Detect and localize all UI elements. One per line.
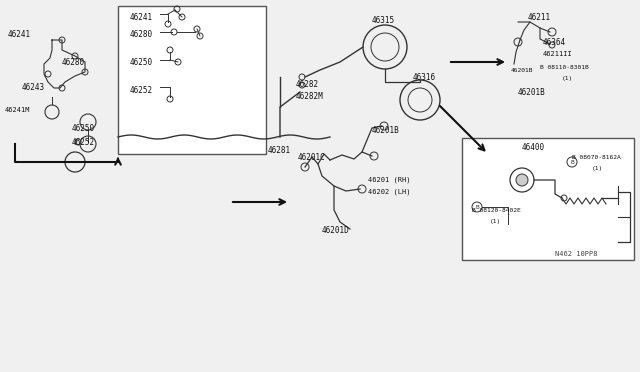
Text: 46282M: 46282M [296,92,324,100]
Text: 46202 (LH): 46202 (LH) [368,189,410,195]
Text: 46201B: 46201B [518,87,546,96]
Text: (1): (1) [592,166,604,170]
Circle shape [516,174,528,186]
Text: 46282: 46282 [296,80,319,89]
Text: B 08110-8301B: B 08110-8301B [540,64,589,70]
Text: B: B [475,205,479,209]
Text: 46400: 46400 [522,142,545,151]
Text: 46364: 46364 [543,38,566,46]
Bar [462,138,634,260]
Text: 46243: 46243 [22,83,45,92]
Text: 46280: 46280 [130,29,153,38]
Text: 46201B: 46201B [372,125,400,135]
Bar [118,6,266,154]
Text: 46211II: 46211II [543,51,573,57]
Text: B: B [570,160,574,164]
Text: 46241M: 46241M [5,107,31,113]
Text: 46252: 46252 [72,138,95,147]
Text: 46250: 46250 [72,124,95,132]
Text: 46201C: 46201C [298,153,326,161]
Text: (1): (1) [490,218,501,224]
Text: 46281: 46281 [268,145,291,154]
Text: 46201B: 46201B [511,67,534,73]
Text: (1): (1) [562,76,573,80]
Text: B 08120-8402E: B 08120-8402E [472,208,521,212]
Text: 46316: 46316 [413,73,436,81]
Text: B 08070-8162A: B 08070-8162A [572,154,621,160]
Text: 46252: 46252 [130,86,153,94]
Text: 46280: 46280 [62,58,85,67]
Text: 46201D: 46201D [322,225,349,234]
Text: 46211: 46211 [528,13,551,22]
Text: 46241: 46241 [8,29,31,38]
Text: 46201 (RH): 46201 (RH) [368,177,410,183]
Text: 46250: 46250 [130,58,153,67]
Text: 46315: 46315 [372,16,395,25]
Text: N462 10PP8: N462 10PP8 [555,251,598,257]
Text: 46241: 46241 [130,13,153,22]
